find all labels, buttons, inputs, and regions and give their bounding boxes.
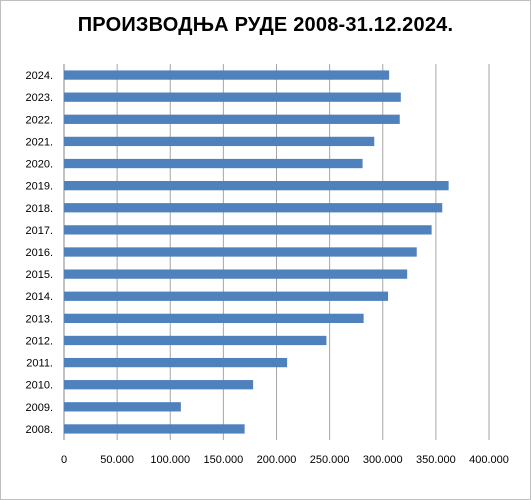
- x-tick-label: 200.000: [257, 454, 297, 466]
- bar-2019: [64, 181, 449, 191]
- bar-2014: [64, 291, 389, 301]
- bar-2016: [64, 247, 417, 257]
- y-tick-label: 2009.: [25, 402, 53, 414]
- value-tick-labels: 0 50.000 100.000 150.000 200.000 250.000 300.0…: [61, 454, 509, 466]
- y-tick-label: 2022.: [25, 114, 53, 126]
- x-tick-label: 0: [61, 454, 67, 466]
- x-tick-label: 150.000: [203, 454, 243, 466]
- bar-2010: [64, 380, 254, 390]
- y-tick-label: 2020.: [25, 159, 53, 171]
- chart-title: ПРОИЗВОДЊА РУДЕ 2008-31.12.2024.: [77, 14, 454, 36]
- bar-2015: [64, 269, 408, 279]
- bar-2009: [64, 402, 181, 412]
- y-tick-label: 2017.: [25, 225, 53, 237]
- bar-2008: [64, 424, 245, 434]
- bar-2023: [64, 92, 401, 102]
- y-tick-label: 2010.: [25, 380, 53, 392]
- bars: [64, 70, 449, 434]
- bar-2024: [64, 70, 390, 80]
- x-tick-label: 100.000: [150, 454, 190, 466]
- bar-2013: [64, 313, 364, 323]
- y-tick-label: 2019.: [25, 181, 53, 193]
- x-tick-label: 50.000: [100, 454, 134, 466]
- bar-2020: [64, 158, 363, 169]
- bar-2021: [64, 136, 375, 147]
- x-tick-label: 250.000: [310, 454, 350, 466]
- bar-2018: [64, 203, 443, 213]
- bar-2012: [64, 335, 327, 346]
- y-tick-label: 2016.: [25, 247, 53, 259]
- y-tick-label: 2018.: [25, 203, 53, 215]
- y-tick-label: 2024.: [25, 70, 53, 82]
- y-tick-label: 2023.: [25, 92, 53, 104]
- bar-2017: [64, 225, 432, 235]
- y-tick-label: 2015.: [25, 269, 53, 281]
- y-tick-label: 2014.: [25, 291, 53, 303]
- x-tick-label: 300.000: [363, 454, 403, 466]
- x-tick-label: 400.000: [469, 454, 509, 466]
- y-tick-label: 2011.: [26, 358, 53, 370]
- category-labels: 2008. 2009. 2010. 2011. 2012. 2013. 2014. 2015.…: [25, 70, 53, 436]
- bar-2022: [64, 114, 400, 124]
- x-tick-label: 350.000: [416, 454, 456, 466]
- bar-2011: [64, 357, 288, 368]
- y-tick-label: 2013.: [25, 313, 53, 325]
- y-tick-label: 2021.: [25, 136, 53, 148]
- y-tick-label: 2008.: [25, 424, 53, 436]
- y-tick-label: 2012.: [25, 335, 53, 347]
